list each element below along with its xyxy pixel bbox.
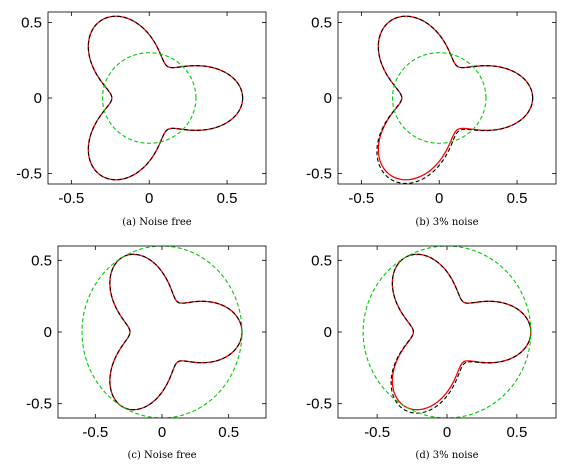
exact-boundary-curve	[87, 15, 244, 181]
plot-area	[87, 15, 244, 181]
y-tick-label: 0.5	[311, 252, 332, 269]
subplot-3: -0.5 0 0.5 -0.5 0 0.5 (c) Noise free	[26, 245, 267, 461]
x-tick-label: 0.5	[218, 424, 239, 441]
y-tick-label: 0	[34, 90, 42, 107]
x-tick-label: -0.5	[348, 190, 374, 207]
initial-guess-circle	[391, 52, 487, 144]
initial-guess-circle	[362, 246, 532, 418]
subplot-caption: (b) 3% noise	[415, 217, 478, 228]
y-tick-label: 0	[44, 324, 52, 341]
subplot-caption: (a) Noise free	[122, 217, 192, 228]
plot-area	[376, 15, 534, 184]
x-tick-label: 0.5	[506, 424, 527, 441]
x-tick-label: 0.5	[507, 190, 528, 207]
exact-boundary-curve	[109, 253, 243, 411]
reconstructed-boundary-curve	[390, 253, 532, 414]
subplot-2: -0.5 0 0.5 -0.5 0 0.5 (b) 3% noise	[306, 11, 557, 228]
axes-frame	[47, 11, 267, 185]
reconstructed-boundary-curve	[376, 15, 534, 184]
y-tick-label: -0.5	[26, 396, 52, 413]
axes-frame	[337, 11, 557, 185]
y-tick-label: 0	[324, 90, 332, 107]
reconstructed-boundary-curve	[87, 15, 244, 181]
x-tick-label: 0	[158, 424, 166, 441]
initial-guess-circle	[101, 52, 197, 144]
plot-area	[81, 246, 243, 418]
x-tick-label: 0.5	[217, 190, 238, 207]
subplot-caption: (c) Noise free	[127, 450, 196, 461]
x-tick-label: 0	[435, 190, 443, 207]
y-tick-label: 0.5	[21, 15, 42, 32]
reconstructed-boundary-curve	[109, 253, 243, 411]
x-tick-label: 0	[443, 424, 451, 441]
initial-guess-circle	[81, 246, 243, 418]
x-tick-label: 0	[145, 190, 153, 207]
y-tick-label: 0	[324, 324, 332, 341]
y-tick-label: 0.5	[311, 15, 332, 32]
plot-area	[362, 246, 532, 418]
subplot-1: -0.5 0 0.5 -0.5 0 0.5 (a) Noise free	[16, 11, 267, 228]
subplot-4: -0.5 0 0.5 -0.5 0 0.5 (d) 3% noise	[306, 245, 557, 461]
x-tick-label: -0.5	[82, 424, 108, 441]
y-tick-label: -0.5	[16, 165, 42, 182]
subplot-caption: (d) 3% noise	[415, 450, 478, 461]
x-tick-label: -0.5	[364, 424, 390, 441]
exact-boundary-curve	[377, 15, 534, 181]
y-tick-label: 0.5	[31, 252, 52, 269]
y-tick-label: -0.5	[306, 165, 332, 182]
y-tick-label: -0.5	[306, 396, 332, 413]
x-tick-label: -0.5	[58, 190, 84, 207]
